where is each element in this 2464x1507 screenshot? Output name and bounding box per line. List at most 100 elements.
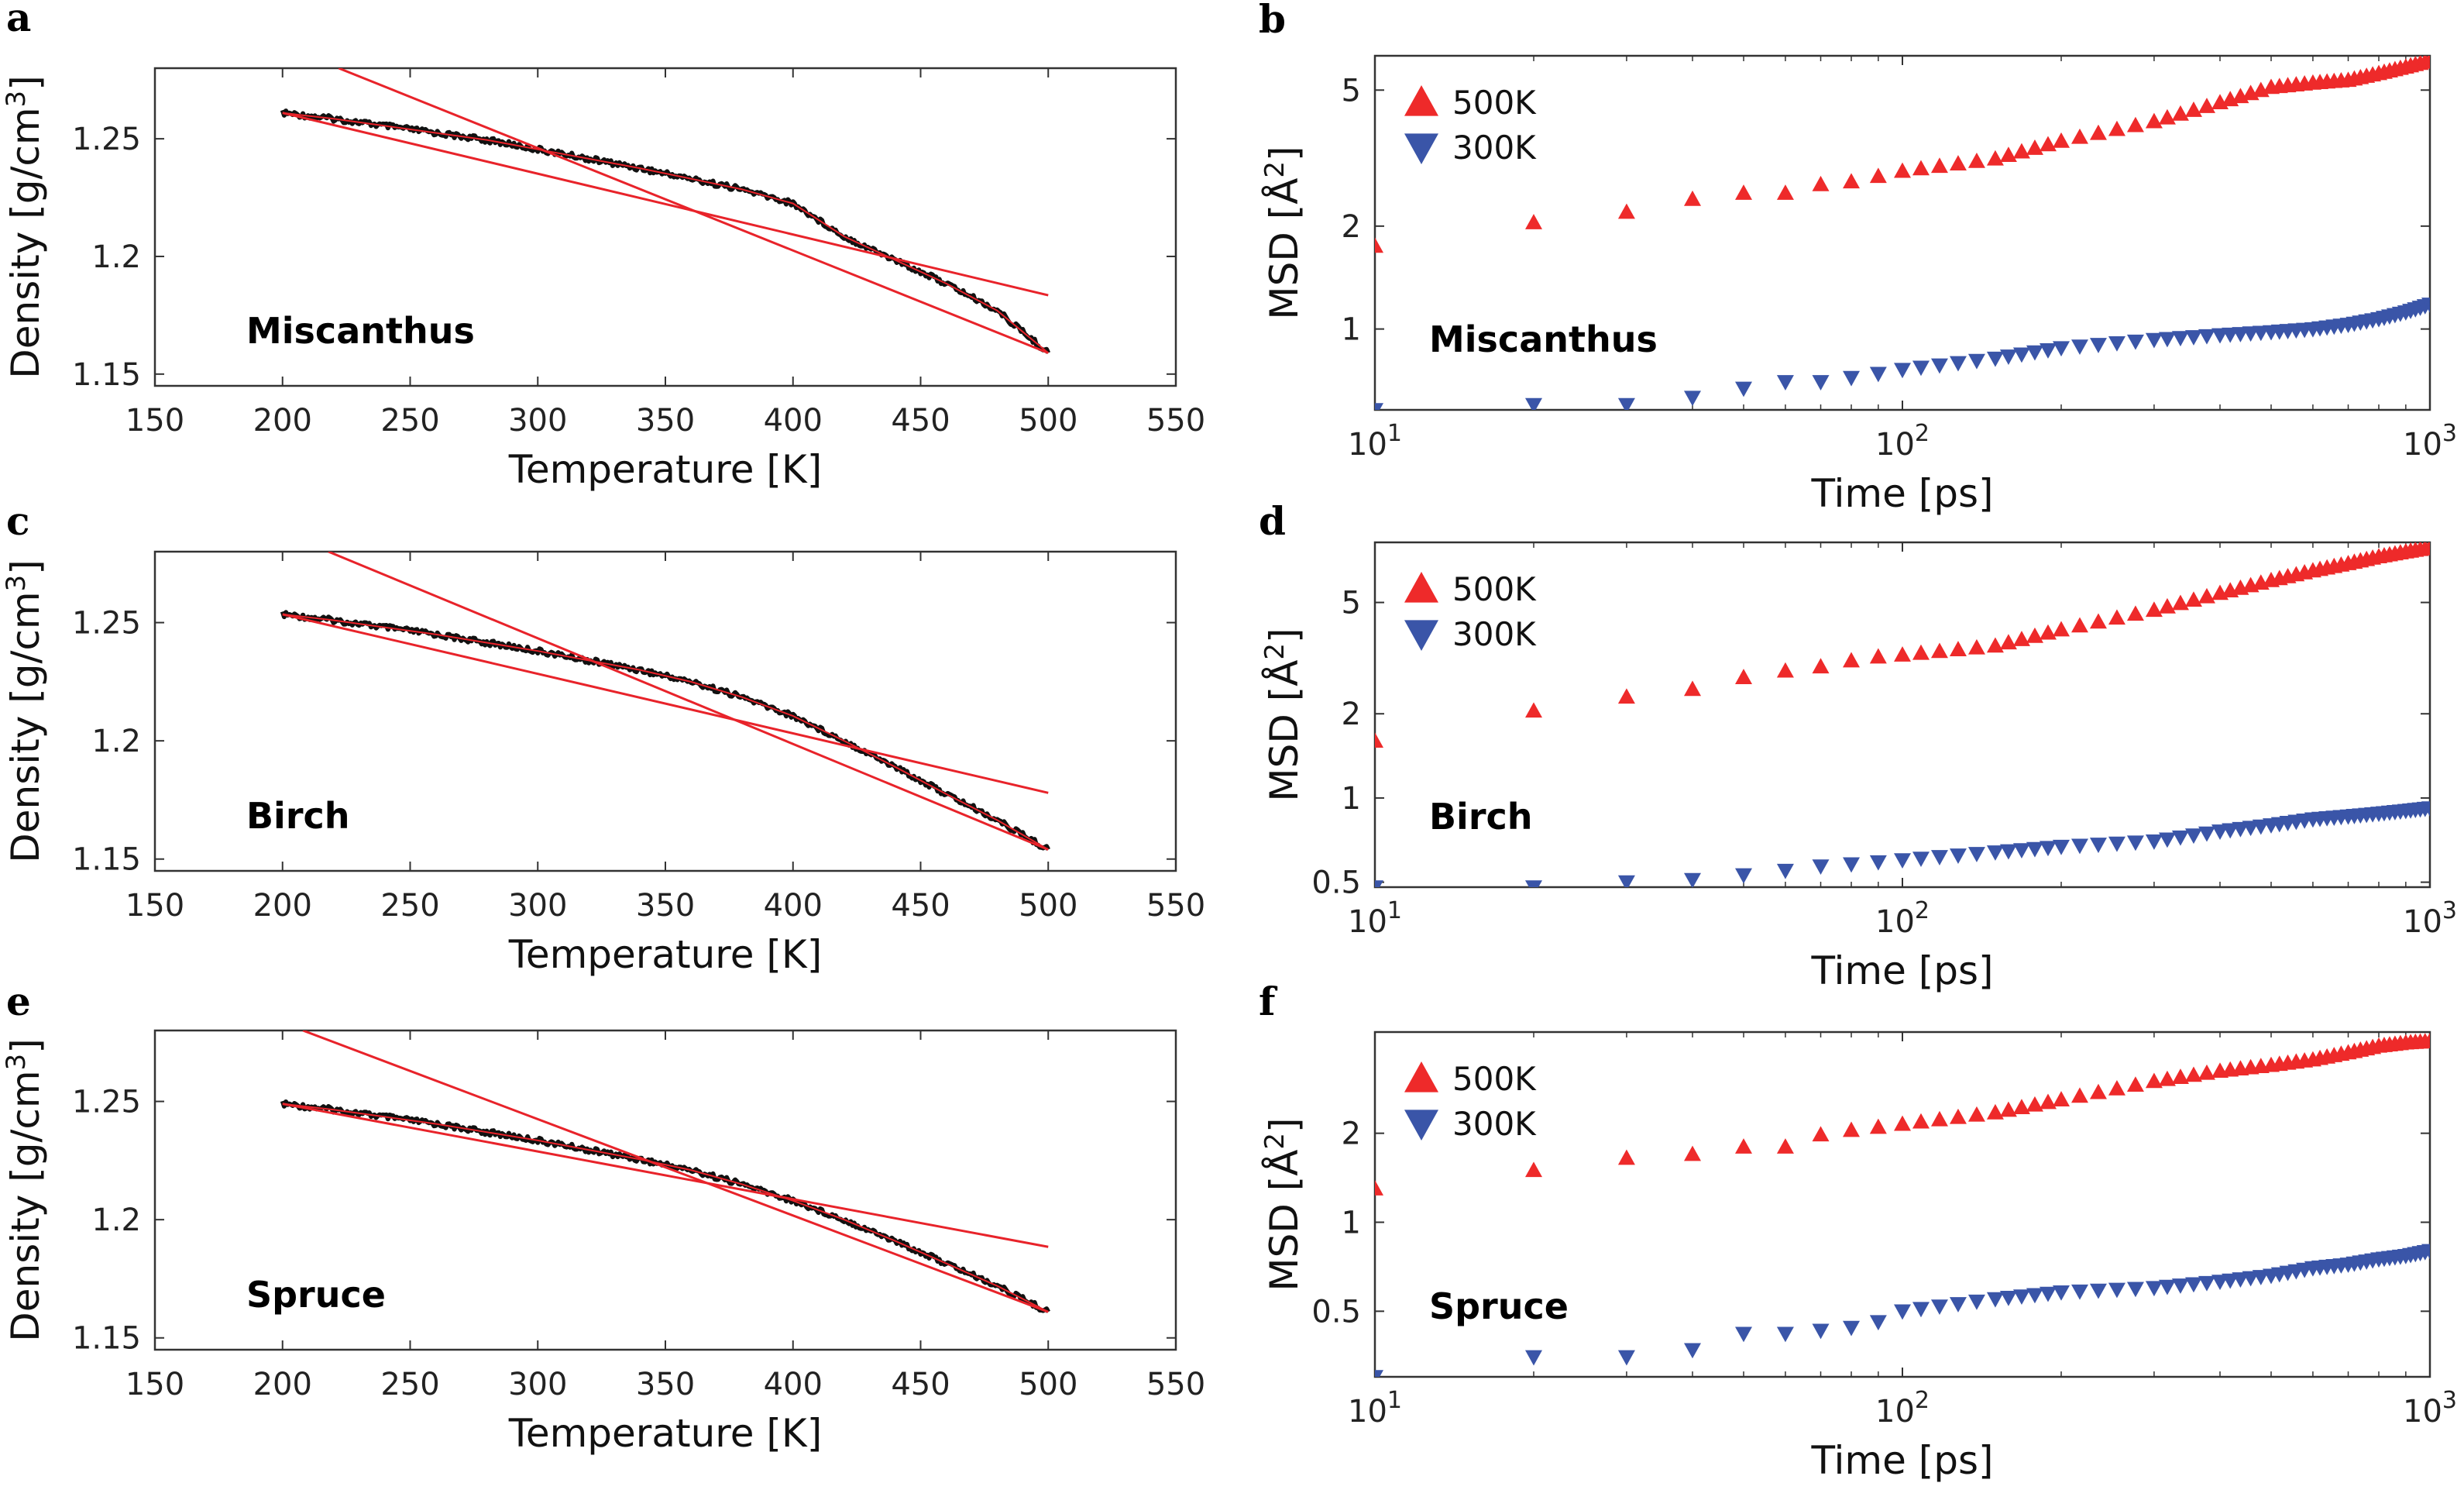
y-axis-label: MSD [Å2] bbox=[1259, 1117, 1307, 1291]
y-tick-label: 1 bbox=[1342, 312, 1361, 348]
y-tick-label: 1.25 bbox=[72, 1085, 141, 1120]
x-tick-label: 300 bbox=[508, 888, 567, 924]
plot-area bbox=[1375, 1032, 2430, 1377]
marker-300K bbox=[2012, 347, 2030, 363]
marker-500K bbox=[2071, 1087, 2088, 1103]
marker-300K bbox=[1734, 1326, 1752, 1343]
plot-area bbox=[280, 552, 1050, 851]
x-tick-label: 101 bbox=[1348, 897, 1402, 940]
marker-300K bbox=[1930, 850, 1948, 865]
marker-500K bbox=[2145, 601, 2163, 618]
marker-500K bbox=[1843, 1121, 1861, 1137]
marker-500K bbox=[2026, 627, 2043, 643]
marker-300K bbox=[1617, 1350, 1635, 1366]
marker-500K bbox=[1912, 1113, 1930, 1129]
marker-500K bbox=[1812, 1126, 1830, 1142]
marker-300K bbox=[1684, 872, 1702, 887]
marker-300K bbox=[1776, 375, 1794, 391]
marker-500K bbox=[1684, 680, 1702, 697]
marker-500K bbox=[2039, 624, 2057, 640]
fit-line-rubber-fit bbox=[328, 552, 1049, 851]
x-tick-label: 150 bbox=[125, 888, 184, 924]
marker-300K bbox=[1967, 353, 1985, 370]
marker-500K bbox=[1684, 190, 1702, 206]
x-tick-label: 103 bbox=[2403, 1387, 2457, 1430]
marker-300K bbox=[1949, 356, 1967, 372]
marker-500K bbox=[2071, 128, 2088, 144]
legend-label-500K: 500K bbox=[1452, 1060, 1537, 1098]
y-axis-label: Density [g/cm3] bbox=[1, 1038, 48, 1341]
sample-label: Miscanthus bbox=[1429, 318, 1658, 360]
marker-300K bbox=[2012, 843, 2030, 859]
legend-marker-500K bbox=[1404, 1061, 1438, 1092]
marker-500K bbox=[1525, 702, 1543, 718]
marker-300K bbox=[1525, 1350, 1543, 1366]
legend-marker-300K bbox=[1404, 133, 1438, 164]
marker-500K bbox=[1869, 648, 1887, 664]
y-axis-label: MSD [Å2] bbox=[1259, 146, 1307, 319]
marker-500K bbox=[2108, 1079, 2126, 1096]
x-tick-label: 400 bbox=[764, 1367, 823, 1402]
marker-300K bbox=[1843, 370, 1861, 387]
marker-500K bbox=[2089, 1083, 2107, 1099]
marker-500K bbox=[2012, 631, 2030, 646]
panel-letter-d: d bbox=[1259, 498, 1286, 544]
marker-500K bbox=[1894, 1115, 1911, 1131]
x-tick-label: 500 bbox=[1019, 1367, 1077, 1402]
marker-300K bbox=[1684, 391, 1702, 407]
panel-c: c 150 200 250 300 350 400 450 500 550 1.15 1.2 1.25 T… bbox=[1, 498, 1205, 977]
density-smooth-fit bbox=[282, 1103, 1049, 1313]
marker-300K bbox=[1843, 1320, 1861, 1337]
marker-300K bbox=[1869, 366, 1887, 383]
marker-300K bbox=[2158, 332, 2176, 348]
marker-500K bbox=[1734, 1138, 1752, 1154]
marker-500K bbox=[2126, 116, 2144, 132]
y-tick-label: 1.25 bbox=[72, 606, 141, 642]
marker-300K bbox=[1869, 855, 1887, 871]
marker-500K bbox=[1843, 173, 1861, 189]
y-tick-label: 1.2 bbox=[91, 239, 141, 275]
marker-300K bbox=[2071, 339, 2088, 356]
marker-500K bbox=[1375, 237, 1383, 253]
fit-line-glass-fit bbox=[282, 613, 1049, 794]
x-tick-label: 102 bbox=[1875, 1387, 1930, 1430]
marker-500K bbox=[2089, 613, 2107, 629]
marker-500K bbox=[1375, 1180, 1383, 1196]
legend-label-300K: 300K bbox=[1452, 129, 1537, 167]
x-tick-label: 350 bbox=[636, 403, 695, 439]
marker-500K bbox=[1949, 155, 1967, 170]
marker-500K bbox=[1776, 1138, 1794, 1154]
marker-500K bbox=[2108, 609, 2126, 625]
marker-300K bbox=[1930, 358, 1948, 374]
x-tick-label: 200 bbox=[253, 403, 312, 439]
marker-300K bbox=[1949, 848, 1967, 864]
marker-300K bbox=[1894, 1304, 1911, 1320]
y-tick-label: 1.15 bbox=[72, 1321, 141, 1357]
y-axis-label: Density [g/cm3] bbox=[1, 559, 48, 862]
marker-300K bbox=[2039, 1286, 2057, 1302]
marker-300K bbox=[2171, 331, 2189, 347]
marker-300K bbox=[2145, 332, 2163, 349]
marker-500K bbox=[2145, 1072, 2163, 1089]
x-axis-label: Time [ps] bbox=[1810, 471, 1993, 516]
panel-letter-b: b bbox=[1259, 0, 1286, 42]
sample-label: Spruce bbox=[1429, 1285, 1569, 1327]
marker-300K bbox=[2039, 343, 2057, 359]
marker-300K bbox=[2026, 841, 2043, 858]
marker-300K bbox=[2242, 1271, 2260, 1287]
marker-500K bbox=[1684, 1145, 1702, 1161]
marker-300K bbox=[1912, 852, 1930, 867]
x-tick-label: 300 bbox=[508, 403, 567, 439]
y-axis-label: Density [g/cm3] bbox=[1, 75, 48, 378]
marker-500K bbox=[1617, 688, 1635, 704]
series-300K bbox=[1375, 1244, 2430, 1377]
marker-500K bbox=[1734, 184, 1752, 200]
marker-300K bbox=[2232, 821, 2249, 838]
fit-line-rubber-fit bbox=[302, 1030, 1049, 1313]
marker-500K bbox=[1986, 150, 2004, 166]
marker-300K bbox=[2053, 1285, 2071, 1301]
y-tick-label: 0.5 bbox=[1311, 1294, 1361, 1330]
x-tick-label: 150 bbox=[125, 1367, 184, 1402]
legend-marker-500K bbox=[1404, 572, 1438, 603]
marker-300K bbox=[1734, 381, 1752, 397]
